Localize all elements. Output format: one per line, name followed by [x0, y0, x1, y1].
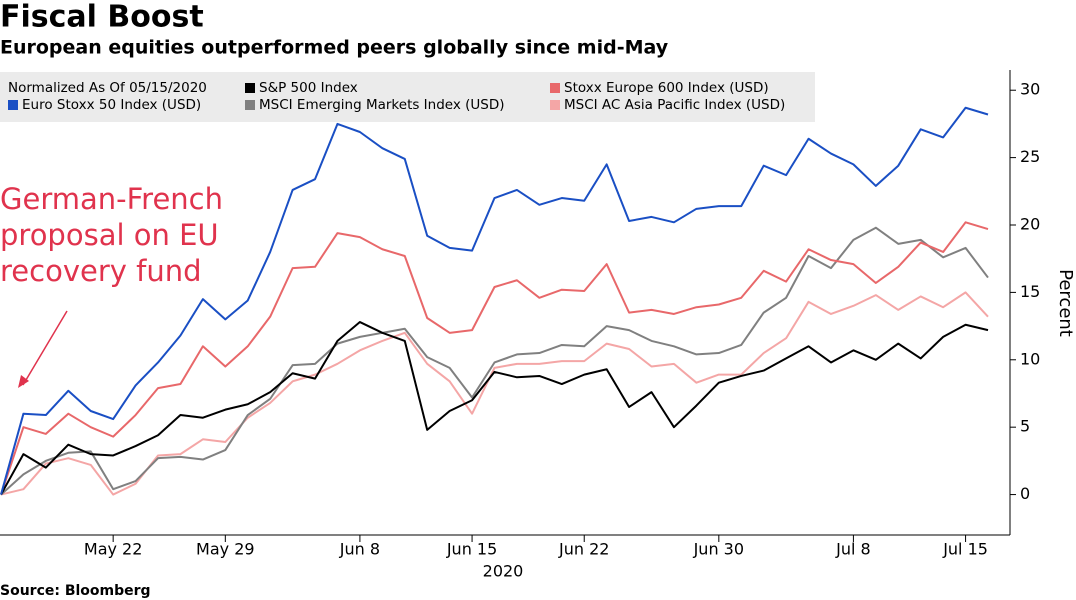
legend-swatch	[245, 83, 255, 93]
series-line	[0, 106, 989, 495]
x-tick-label: Jun 30	[693, 540, 744, 559]
x-tick-label: Jul 15	[942, 540, 988, 559]
x-axis-label: 2020	[483, 562, 524, 581]
legend-label: Euro Stoxx 50 Index (USD)	[22, 97, 201, 113]
chart-subtitle: European equities outperformed peers glo…	[0, 37, 669, 59]
y-tick-label: 0	[1020, 484, 1030, 503]
series-line	[0, 226, 989, 496]
y-tick-label: 10	[1020, 349, 1040, 368]
series-line	[0, 291, 989, 496]
legend-swatch	[8, 100, 18, 110]
y-tick-label: 30	[1020, 80, 1040, 99]
x-tick-label: Jul 8	[835, 540, 871, 559]
legend-swatch	[550, 100, 560, 110]
annotation-arrow	[22, 310, 68, 386]
x-tick-label: Jun 8	[339, 540, 380, 559]
source: Source: Bloomberg	[0, 583, 151, 599]
x-tick-label: May 29	[196, 540, 255, 559]
x-tick-label: Jun 22	[558, 540, 609, 559]
legend-swatch	[550, 83, 560, 93]
legend-label: MSCI AC Asia Pacific Index (USD)	[564, 97, 785, 113]
x-tick-label: Jun 15	[446, 540, 497, 559]
x-tick-label: May 22	[84, 540, 143, 559]
legend-box	[0, 72, 815, 122]
legend-title: Normalized As Of 05/15/2020	[8, 80, 207, 96]
y-tick-label: 20	[1020, 215, 1040, 234]
legend-label: MSCI Emerging Markets Index (USD)	[259, 97, 505, 113]
annotation: German-French	[0, 182, 223, 216]
y-axis-label: Percent	[1055, 269, 1076, 337]
annotation-arrowhead	[18, 375, 29, 388]
series-line	[0, 321, 989, 496]
annotation: proposal on EU	[0, 218, 219, 252]
series-line	[0, 221, 989, 495]
chart-title: Fiscal Boost	[0, 0, 204, 35]
legend-label: S&P 500 Index	[259, 80, 358, 96]
y-tick-label: 5	[1020, 417, 1030, 436]
legend-swatch	[245, 100, 255, 110]
legend-label: Stoxx Europe 600 Index (USD)	[564, 80, 769, 96]
y-tick-label: 25	[1020, 147, 1040, 166]
y-tick-label: 15	[1020, 282, 1040, 301]
annotation: recovery fund	[0, 254, 202, 288]
